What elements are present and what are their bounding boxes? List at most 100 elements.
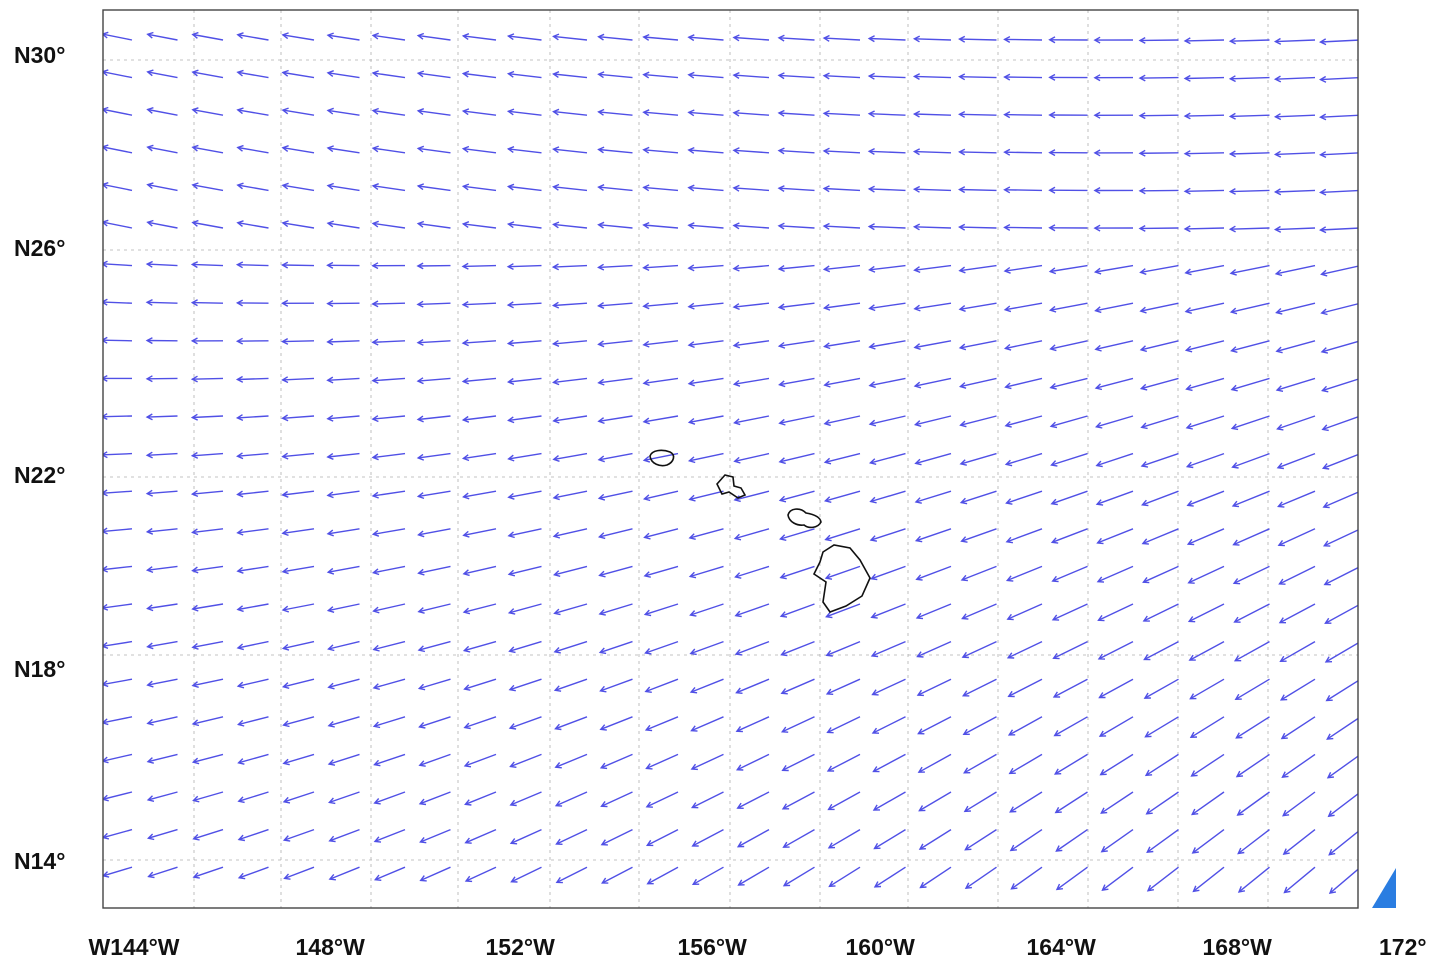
- wind-vector: [778, 187, 815, 192]
- wind-vector: [778, 225, 815, 229]
- wind-vector: [733, 302, 770, 308]
- wind-vector-head: [463, 722, 471, 730]
- wind-vector: [508, 302, 542, 306]
- wind-vector-head: [1003, 223, 1011, 232]
- wind-vector-head: [191, 219, 199, 227]
- wind-vector-head: [462, 492, 470, 500]
- wind-vector-head: [418, 798, 427, 806]
- island-kauai: [649, 449, 675, 467]
- wind-vector: [1276, 264, 1316, 275]
- wind-vector: [643, 340, 679, 346]
- wind-vector: [1004, 76, 1043, 79]
- wind-vector-head: [190, 490, 199, 498]
- wind-vector-head: [963, 767, 971, 774]
- wind-vector: [1100, 753, 1134, 776]
- wind-vector-head: [191, 182, 199, 190]
- wind-vector-head: [1187, 616, 1196, 623]
- wind-vector-head: [777, 109, 785, 117]
- wind-vector: [600, 716, 633, 730]
- wind-vector: [689, 415, 724, 423]
- wind-vector: [1141, 415, 1179, 428]
- wind-vector: [418, 640, 451, 651]
- wind-vector-head: [1093, 186, 1101, 195]
- wind-vector: [463, 603, 497, 613]
- wind-vector-head: [461, 377, 469, 385]
- wind-vector: [959, 302, 997, 310]
- wind-vector: [1096, 452, 1134, 467]
- corner-fragment: [1372, 868, 1396, 908]
- wind-vector-head: [1052, 652, 1060, 660]
- wind-vector-head: [1051, 614, 1060, 621]
- wind-vector-head: [1279, 694, 1288, 701]
- wind-vector: [508, 490, 542, 498]
- wind-vector-head: [461, 415, 470, 423]
- wind-vector: [508, 452, 542, 460]
- wind-vector-head: [145, 375, 153, 383]
- wind-vector-head: [642, 302, 650, 310]
- wind-vector-head: [146, 219, 154, 227]
- wind-vector-head: [1048, 73, 1056, 81]
- wind-vector-head: [597, 378, 605, 386]
- wind-vector: [327, 72, 360, 79]
- wind-vector: [1281, 716, 1316, 740]
- wind-vector-head: [780, 649, 788, 657]
- wind-vector-head: [103, 756, 109, 764]
- wind-vector: [870, 452, 906, 464]
- wind-vector-head: [600, 800, 608, 808]
- wind-vector-head: [1279, 655, 1287, 663]
- wind-vector-head: [281, 490, 289, 498]
- wind-vector-head: [1320, 269, 1328, 277]
- wind-vector-head: [371, 32, 379, 40]
- wind-vector: [1187, 452, 1225, 468]
- wind-vector-head: [1097, 653, 1106, 660]
- wind-vector: [1009, 753, 1043, 775]
- wind-vector: [914, 264, 952, 271]
- wind-vector-head: [235, 414, 244, 422]
- wind-vector: [914, 75, 952, 79]
- wind-vector: [824, 187, 861, 192]
- wind-vector-head: [597, 71, 605, 79]
- wind-vector: [600, 753, 633, 769]
- wind-vector: [1008, 678, 1043, 697]
- wind-vector-head: [961, 651, 969, 659]
- wind-vector: [778, 149, 815, 154]
- wind-vector: [147, 301, 178, 304]
- wind-vector-head: [416, 220, 425, 228]
- wind-vector: [327, 490, 360, 497]
- wind-vector: [1190, 678, 1225, 700]
- wind-vector: [1231, 415, 1270, 430]
- wind-vector-head: [642, 494, 651, 502]
- wind-vector: [463, 302, 497, 306]
- wind-vector: [148, 828, 178, 839]
- wind-vector-head: [777, 185, 785, 192]
- wind-vector: [873, 791, 906, 811]
- wind-vector: [192, 146, 224, 154]
- wind-vector-head: [235, 337, 244, 345]
- wind-vector-head: [191, 719, 200, 727]
- wind-vector-head: [103, 413, 108, 421]
- wind-vector-head: [1183, 112, 1191, 120]
- wind-vector-head: [961, 613, 969, 620]
- wind-vector: [643, 186, 679, 192]
- wind-vector: [601, 791, 633, 807]
- wind-vector-head: [912, 110, 921, 118]
- wind-vector-head: [146, 680, 154, 688]
- wind-vector-head: [145, 337, 153, 345]
- wind-vector-head: [103, 69, 109, 77]
- wind-vector: [464, 640, 497, 652]
- wind-vector: [689, 565, 724, 578]
- wind-vector: [1143, 603, 1179, 622]
- wind-vector-head: [1007, 729, 1016, 736]
- wind-vector: [1007, 565, 1043, 582]
- wind-vector-head: [371, 530, 380, 537]
- wind-vector-head: [642, 455, 651, 463]
- wind-vector: [553, 528, 588, 537]
- wind-vector-head: [1101, 884, 1109, 891]
- wind-vector: [1186, 377, 1225, 390]
- wind-vector-head: [281, 69, 289, 77]
- wind-vector: [734, 415, 770, 424]
- wind-vector-head: [146, 144, 154, 152]
- wind-vector-head: [1184, 307, 1192, 314]
- wind-vector: [738, 866, 770, 886]
- wind-vector-head: [1095, 499, 1104, 506]
